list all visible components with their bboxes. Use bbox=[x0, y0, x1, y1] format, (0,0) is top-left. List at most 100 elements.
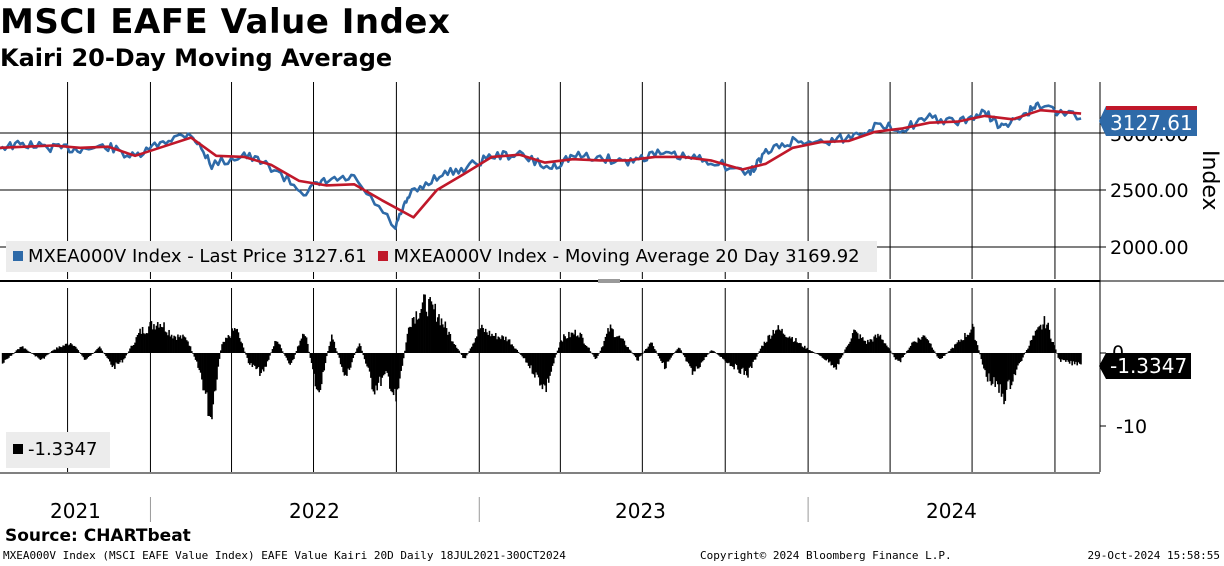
kairi-bar bbox=[874, 334, 877, 353]
kairi-bar bbox=[423, 294, 425, 353]
kairi-bar bbox=[64, 343, 67, 353]
kairi-bar bbox=[632, 353, 635, 355]
kairi-bar bbox=[773, 333, 776, 353]
kairi-bar bbox=[1029, 340, 1032, 353]
kairi-bar bbox=[618, 335, 621, 353]
kairi-bar bbox=[348, 353, 351, 370]
kairi-bar bbox=[44, 353, 47, 357]
kairi-bar bbox=[841, 353, 844, 356]
kairi-bar bbox=[1049, 338, 1052, 353]
kairi-bar bbox=[979, 353, 981, 355]
kairi-bar bbox=[1039, 324, 1042, 353]
kairi-bar bbox=[155, 325, 158, 353]
kairi-bar bbox=[280, 348, 283, 353]
kairi-bar bbox=[735, 353, 738, 366]
kairi-bar bbox=[262, 353, 265, 372]
kairi-bar bbox=[657, 353, 660, 357]
kairi-bar bbox=[763, 341, 766, 353]
kairi-bar bbox=[410, 327, 413, 353]
kairi-bar bbox=[961, 340, 964, 353]
kairi-bar bbox=[250, 353, 252, 364]
kairi-bar bbox=[614, 337, 617, 353]
kairi-bar bbox=[689, 353, 691, 367]
kairi-bar bbox=[994, 353, 997, 387]
kairi-bar bbox=[365, 353, 367, 364]
kairi-bar bbox=[1056, 353, 1058, 354]
kairi-bar bbox=[470, 346, 473, 353]
kairi-bar bbox=[378, 353, 381, 377]
kairi-bar bbox=[216, 353, 218, 380]
kairi-bar bbox=[85, 353, 87, 360]
kairi-bar bbox=[631, 352, 633, 354]
legend-price-swatch bbox=[13, 251, 23, 261]
kairi-bar bbox=[255, 353, 257, 370]
kairi-bar bbox=[207, 353, 209, 416]
kairi-bar bbox=[394, 353, 396, 389]
kairi-bar bbox=[16, 349, 19, 353]
kairi-bar bbox=[971, 323, 974, 353]
kairi-bar bbox=[768, 334, 771, 353]
kairi-bar bbox=[429, 297, 431, 353]
kairi-bar bbox=[172, 338, 174, 353]
kairi-bar bbox=[814, 352, 816, 354]
kairi-bar bbox=[226, 338, 228, 353]
kairi-bar bbox=[534, 353, 536, 378]
kairi-bar bbox=[869, 339, 872, 353]
kairi-bar bbox=[882, 339, 884, 353]
kairi-bar bbox=[529, 353, 531, 369]
kairi-bar bbox=[960, 339, 962, 353]
kairi-bar bbox=[202, 353, 204, 391]
kairi-bar bbox=[1000, 353, 1003, 397]
kairi-bar bbox=[10, 353, 13, 356]
kairi-bar bbox=[487, 334, 489, 353]
kairi-bar bbox=[923, 335, 926, 353]
kairi-bar bbox=[1038, 326, 1041, 353]
kairi-bar bbox=[913, 341, 916, 353]
kairi-bar bbox=[824, 353, 826, 360]
kairi-bar bbox=[527, 353, 530, 366]
kairi-bar bbox=[298, 345, 300, 353]
kairi-bar bbox=[337, 353, 339, 355]
footer-timestamp: 29-Oct-2024 15:58:55 bbox=[1087, 549, 1220, 562]
kairi-bar bbox=[980, 353, 983, 360]
kairi-bar bbox=[896, 353, 898, 360]
kairi-bar bbox=[676, 349, 679, 353]
kairi-bar bbox=[71, 344, 73, 353]
x-label-2021: 2021 bbox=[50, 499, 101, 523]
kairi-bar bbox=[612, 329, 614, 353]
kairi-bar bbox=[1015, 353, 1018, 370]
kairi-bar bbox=[465, 353, 468, 356]
kairi-bar bbox=[1062, 353, 1065, 361]
kairi-bar bbox=[1047, 322, 1049, 353]
kairi-bar bbox=[409, 326, 411, 353]
kairi-bar bbox=[1075, 353, 1077, 362]
kairi-bar bbox=[583, 343, 585, 353]
kairi-bar bbox=[679, 348, 681, 353]
kairi-bar bbox=[781, 328, 783, 353]
kairi-bar bbox=[588, 347, 590, 353]
kairi-bar bbox=[400, 353, 402, 371]
kairi-bar bbox=[332, 339, 334, 353]
kairi-bar bbox=[911, 342, 913, 353]
kairi-bar bbox=[901, 353, 903, 358]
kairi-bar bbox=[692, 353, 695, 372]
kairi-bar bbox=[49, 352, 52, 354]
kairi-bar bbox=[421, 302, 424, 353]
kairi-bar bbox=[815, 353, 817, 354]
kairi-bar bbox=[684, 353, 686, 358]
kairi-bar bbox=[96, 348, 98, 353]
kairi-bar bbox=[829, 353, 831, 362]
kairi-bar bbox=[817, 353, 820, 355]
kairi-bar bbox=[791, 336, 793, 353]
kairi-bar bbox=[661, 353, 664, 364]
kairi-bar bbox=[1051, 341, 1053, 353]
kairi-bar bbox=[653, 349, 656, 353]
kairi-bar bbox=[515, 348, 517, 353]
kairi-bar bbox=[555, 353, 558, 355]
kairi-bar bbox=[811, 351, 814, 353]
kairi-bar bbox=[397, 353, 400, 389]
kairi-bar bbox=[517, 351, 520, 353]
kairi-bar bbox=[855, 331, 858, 353]
kairi-bar bbox=[242, 347, 245, 353]
